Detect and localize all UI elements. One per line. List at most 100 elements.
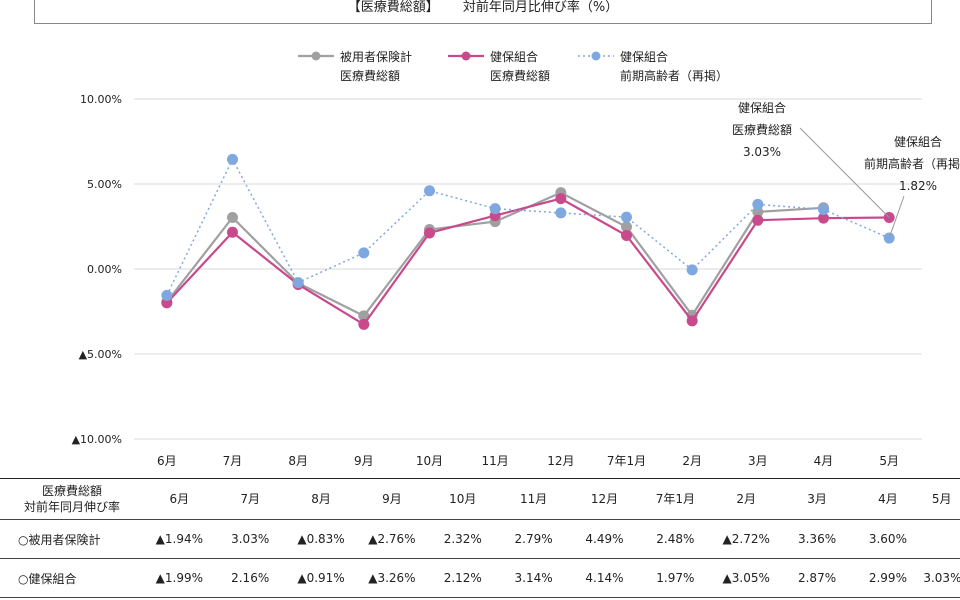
chart-title-main: 【医療費総額】 <box>347 0 439 15</box>
data-point <box>358 247 370 259</box>
table-cell: 2.12% <box>443 571 482 585</box>
table-cell: 2.99% <box>868 571 907 585</box>
table-header-label: 医療費総額 対前年同月伸び率 <box>0 479 144 520</box>
table-col-header: 10月 <box>449 492 477 506</box>
table-cell: 3.60% <box>868 532 907 546</box>
series-line <box>166 197 890 326</box>
table-cell: 4.14% <box>585 571 624 585</box>
table-cell: ▲3.05% <box>722 571 770 585</box>
table-cell: ▲0.83% <box>297 532 345 546</box>
table-col-header: 7年1月 <box>655 492 695 506</box>
table-col-header: 6月 <box>169 492 190 506</box>
table-cell: 4.49% <box>585 532 624 546</box>
table-cell: ▲2.72% <box>722 532 770 546</box>
data-point <box>227 211 238 223</box>
x-tick-label: 11月 <box>482 454 509 468</box>
data-point <box>358 310 370 322</box>
data-point <box>818 204 829 215</box>
annotation-text: 1.82% <box>899 179 937 193</box>
x-tick-label: 5月 <box>879 454 899 468</box>
table-cell: 2.32% <box>443 532 482 546</box>
chart-title-box: 【医療費総額】 対前年同月比伸び率（%） <box>34 0 932 24</box>
table-cell: 3.03% <box>923 571 960 585</box>
data-point <box>818 212 829 224</box>
y-tick-label: 5.00% <box>87 178 122 191</box>
table-cell: ▲1.99% <box>155 571 203 585</box>
data-point <box>424 185 435 197</box>
x-tick-label: 9月 <box>354 454 374 468</box>
table-cell: 3.14% <box>514 571 553 585</box>
table-cell: ▲2.76% <box>368 532 416 546</box>
data-point <box>227 153 238 165</box>
y-tick-label: 0.00% <box>87 263 122 276</box>
data-point <box>621 211 632 223</box>
table-header-label-line2: 対前年同月伸び率 <box>23 500 120 514</box>
data-point <box>686 264 698 276</box>
annotation-text: 前期高齢者（再掲） <box>864 156 960 171</box>
data-point <box>621 230 632 242</box>
x-tick-label: 3月 <box>748 454 768 468</box>
table-col-header: 11月 <box>519 492 548 506</box>
legend-marker <box>591 51 601 61</box>
table-col-header: 2月 <box>736 492 757 506</box>
x-tick-label: 2月 <box>682 454 702 468</box>
table-cell: 2.79% <box>514 532 553 546</box>
table-header-row: 医療費総額 対前年同月伸び率 6月 7月 8月 9月 10月 11月 12月 7… <box>0 478 960 520</box>
data-point <box>227 226 238 238</box>
table-col-header: 5月 <box>931 492 952 506</box>
data-point <box>424 227 435 239</box>
legend-label: 健保組合 <box>490 49 538 64</box>
table-cell: 1.97% <box>656 571 695 585</box>
data-point <box>752 214 764 226</box>
legend-label: 医療費総額 <box>340 68 400 83</box>
y-tick-label: 10.00% <box>80 93 122 106</box>
legend-label: 健保組合 <box>620 49 668 64</box>
data-point <box>621 221 632 233</box>
table-cell: 3.03% <box>231 532 270 546</box>
legend-label: 前期高齢者（再掲） <box>620 68 728 83</box>
x-tick-label: 12月 <box>547 454 574 468</box>
data-point <box>555 193 567 205</box>
table-row-label: ○被用者保険計 <box>18 532 101 547</box>
x-tick-label: 6月 <box>157 454 177 468</box>
table-cell: ▲0.91% <box>297 571 345 585</box>
table-cell: 3.36% <box>797 532 837 546</box>
table-col-header: 3月 <box>807 492 827 506</box>
y-tick-label: ▲10.00% <box>72 433 122 446</box>
table-row-label: ○健保組合 <box>18 571 77 586</box>
table-cell: 2.48% <box>656 532 695 546</box>
table-col-header: 9月 <box>382 492 402 506</box>
x-tick-label: 7年1月 <box>607 454 646 468</box>
table-cell: ▲1.94% <box>155 532 203 546</box>
table-cell: ▲3.26% <box>368 571 416 585</box>
table-row: ○被用者保険計 ▲1.94% 3.03% ▲0.83% ▲2.76% 2.32%… <box>0 520 960 559</box>
data-point <box>686 315 698 327</box>
data-point <box>292 277 304 289</box>
annotation-leader <box>799 127 890 218</box>
annotation-leader <box>888 195 905 239</box>
legend-marker <box>311 51 321 61</box>
table-col-header: 4月 <box>878 492 898 506</box>
line-chart: 10.00% 5.00% 0.00% ▲5.00% ▲10.00% 6月 7月 8月 9月 10月… <box>72 49 960 468</box>
legend-label: 医療費総額 <box>490 68 550 83</box>
y-tick-label: ▲5.00% <box>79 348 122 361</box>
table-col-header: 8月 <box>311 492 331 506</box>
table-cell: 2.16% <box>231 571 270 585</box>
annotation-text: 医療費総額 <box>732 122 792 137</box>
annotation-text: 健保組合 <box>894 134 942 149</box>
annotation-text: 3.03% <box>743 145 781 159</box>
table-col-header: 12月 <box>590 492 619 506</box>
data-point <box>752 198 764 210</box>
x-tick-label: 7月 <box>223 454 243 468</box>
table-header-label-line1: 医療費総額 <box>41 484 102 498</box>
table-cell <box>923 520 960 559</box>
chart-title-sub: 対前年同月比伸び率（%） <box>462 0 619 15</box>
legend-marker <box>461 51 471 61</box>
data-point <box>555 207 567 219</box>
table-cell: 2.87% <box>797 571 837 585</box>
annotation-text: 健保組合 <box>738 100 786 115</box>
data-point <box>161 289 173 301</box>
legend-label: 被用者保険計 <box>340 49 412 64</box>
data-point <box>489 203 501 215</box>
series-line <box>166 158 890 296</box>
